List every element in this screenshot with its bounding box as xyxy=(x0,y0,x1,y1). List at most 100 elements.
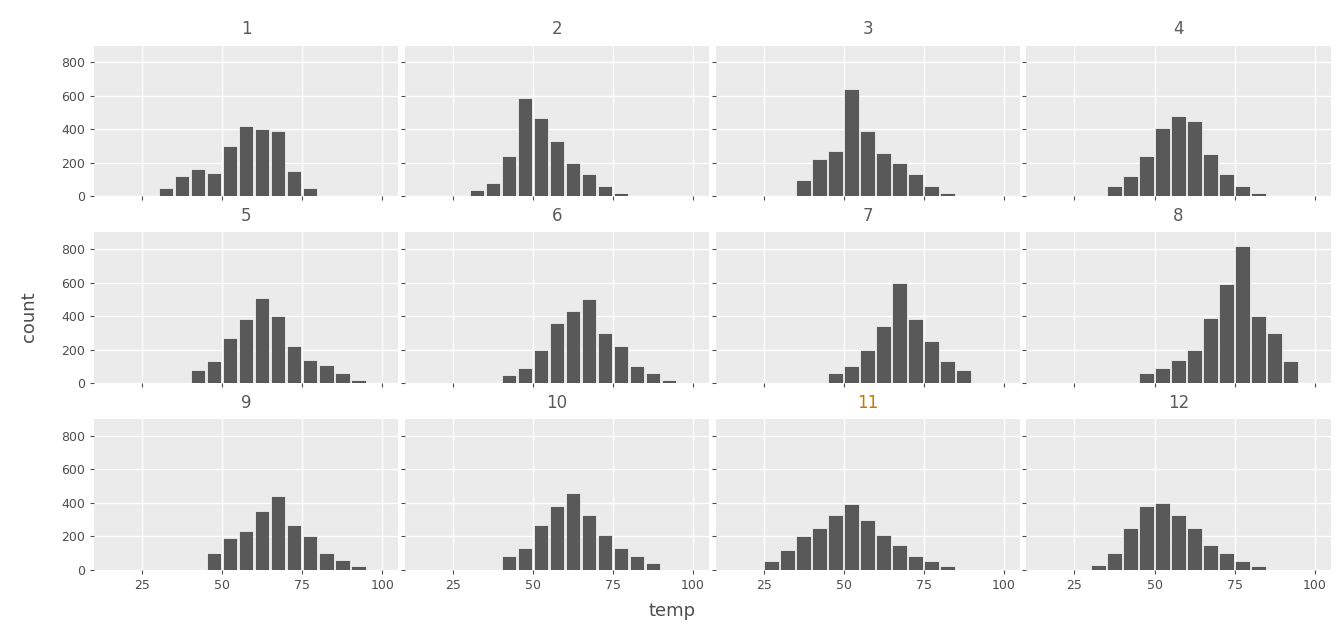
Text: 8: 8 xyxy=(1173,207,1184,225)
Bar xyxy=(1154,368,1169,383)
Bar xyxy=(517,548,532,570)
Bar xyxy=(191,370,206,383)
Bar xyxy=(1140,156,1154,196)
Bar xyxy=(598,535,613,570)
Text: 12: 12 xyxy=(1168,394,1189,411)
Text: 3: 3 xyxy=(863,20,874,38)
Bar xyxy=(812,160,827,196)
Bar xyxy=(941,567,956,570)
Bar xyxy=(860,131,875,196)
Bar xyxy=(286,346,301,383)
Bar xyxy=(207,173,222,196)
Bar xyxy=(534,349,548,383)
Bar xyxy=(1187,528,1202,570)
Text: 7: 7 xyxy=(863,207,874,225)
Bar xyxy=(485,183,500,196)
Bar xyxy=(302,360,317,383)
Bar xyxy=(517,368,532,383)
Bar xyxy=(1187,121,1202,196)
Bar xyxy=(270,496,285,570)
Bar xyxy=(302,188,317,196)
Bar xyxy=(892,282,907,383)
Text: 9: 9 xyxy=(241,394,251,411)
Bar xyxy=(925,561,939,570)
Bar xyxy=(1235,246,1250,383)
Bar xyxy=(255,511,270,570)
Bar xyxy=(550,141,564,196)
Bar xyxy=(909,556,923,570)
Bar xyxy=(223,146,238,196)
Bar xyxy=(876,153,891,196)
Bar xyxy=(957,370,972,383)
Bar xyxy=(501,156,516,196)
Bar xyxy=(335,373,349,383)
Bar xyxy=(534,525,548,570)
Bar xyxy=(892,544,907,570)
Bar xyxy=(534,118,548,196)
Bar xyxy=(207,553,222,570)
Bar xyxy=(223,538,238,570)
Bar xyxy=(270,316,285,383)
Bar xyxy=(1235,186,1250,196)
Text: 11: 11 xyxy=(857,394,879,411)
Text: count: count xyxy=(20,291,38,342)
Bar xyxy=(1107,553,1122,570)
Bar xyxy=(925,186,939,196)
Bar xyxy=(876,326,891,383)
Bar xyxy=(860,520,875,570)
Bar xyxy=(1124,528,1138,570)
Bar xyxy=(629,556,644,570)
Text: temp: temp xyxy=(648,603,696,620)
Bar xyxy=(566,492,581,570)
Text: 5: 5 xyxy=(241,207,251,225)
Bar xyxy=(797,180,810,196)
Bar xyxy=(501,556,516,570)
Bar xyxy=(1171,360,1185,383)
Bar xyxy=(1251,316,1266,383)
Bar xyxy=(1140,506,1154,570)
Bar xyxy=(941,361,956,383)
Bar xyxy=(892,163,907,196)
Bar xyxy=(876,535,891,570)
Bar xyxy=(239,320,254,383)
Bar xyxy=(1124,176,1138,196)
Bar xyxy=(1219,284,1234,383)
Bar xyxy=(255,298,270,383)
Bar xyxy=(239,531,254,570)
Text: 10: 10 xyxy=(547,394,567,411)
Bar xyxy=(1219,553,1234,570)
Bar xyxy=(517,97,532,196)
Bar xyxy=(1284,361,1298,383)
Bar xyxy=(781,549,796,570)
Bar xyxy=(207,361,222,383)
Bar xyxy=(909,175,923,196)
Bar xyxy=(1107,186,1122,196)
Bar xyxy=(828,151,843,196)
Bar xyxy=(351,380,366,383)
Bar xyxy=(1140,373,1154,383)
Bar xyxy=(614,548,628,570)
Bar xyxy=(255,129,270,196)
Bar xyxy=(175,176,190,196)
Bar xyxy=(844,505,859,570)
Bar xyxy=(629,367,644,383)
Bar xyxy=(1251,193,1266,196)
Bar xyxy=(191,170,206,196)
Bar xyxy=(286,525,301,570)
Bar xyxy=(1251,567,1266,570)
Bar xyxy=(844,89,859,196)
Bar xyxy=(566,163,581,196)
Bar xyxy=(797,536,810,570)
Bar xyxy=(582,515,597,570)
Bar xyxy=(270,131,285,196)
Bar xyxy=(1171,515,1185,570)
Bar xyxy=(1203,154,1218,196)
Bar xyxy=(1235,561,1250,570)
Bar xyxy=(645,373,660,383)
Bar xyxy=(1267,333,1282,383)
Bar xyxy=(1091,565,1106,570)
Text: 2: 2 xyxy=(551,20,562,38)
Bar xyxy=(598,186,613,196)
Bar xyxy=(1154,503,1169,570)
Bar xyxy=(645,563,660,570)
